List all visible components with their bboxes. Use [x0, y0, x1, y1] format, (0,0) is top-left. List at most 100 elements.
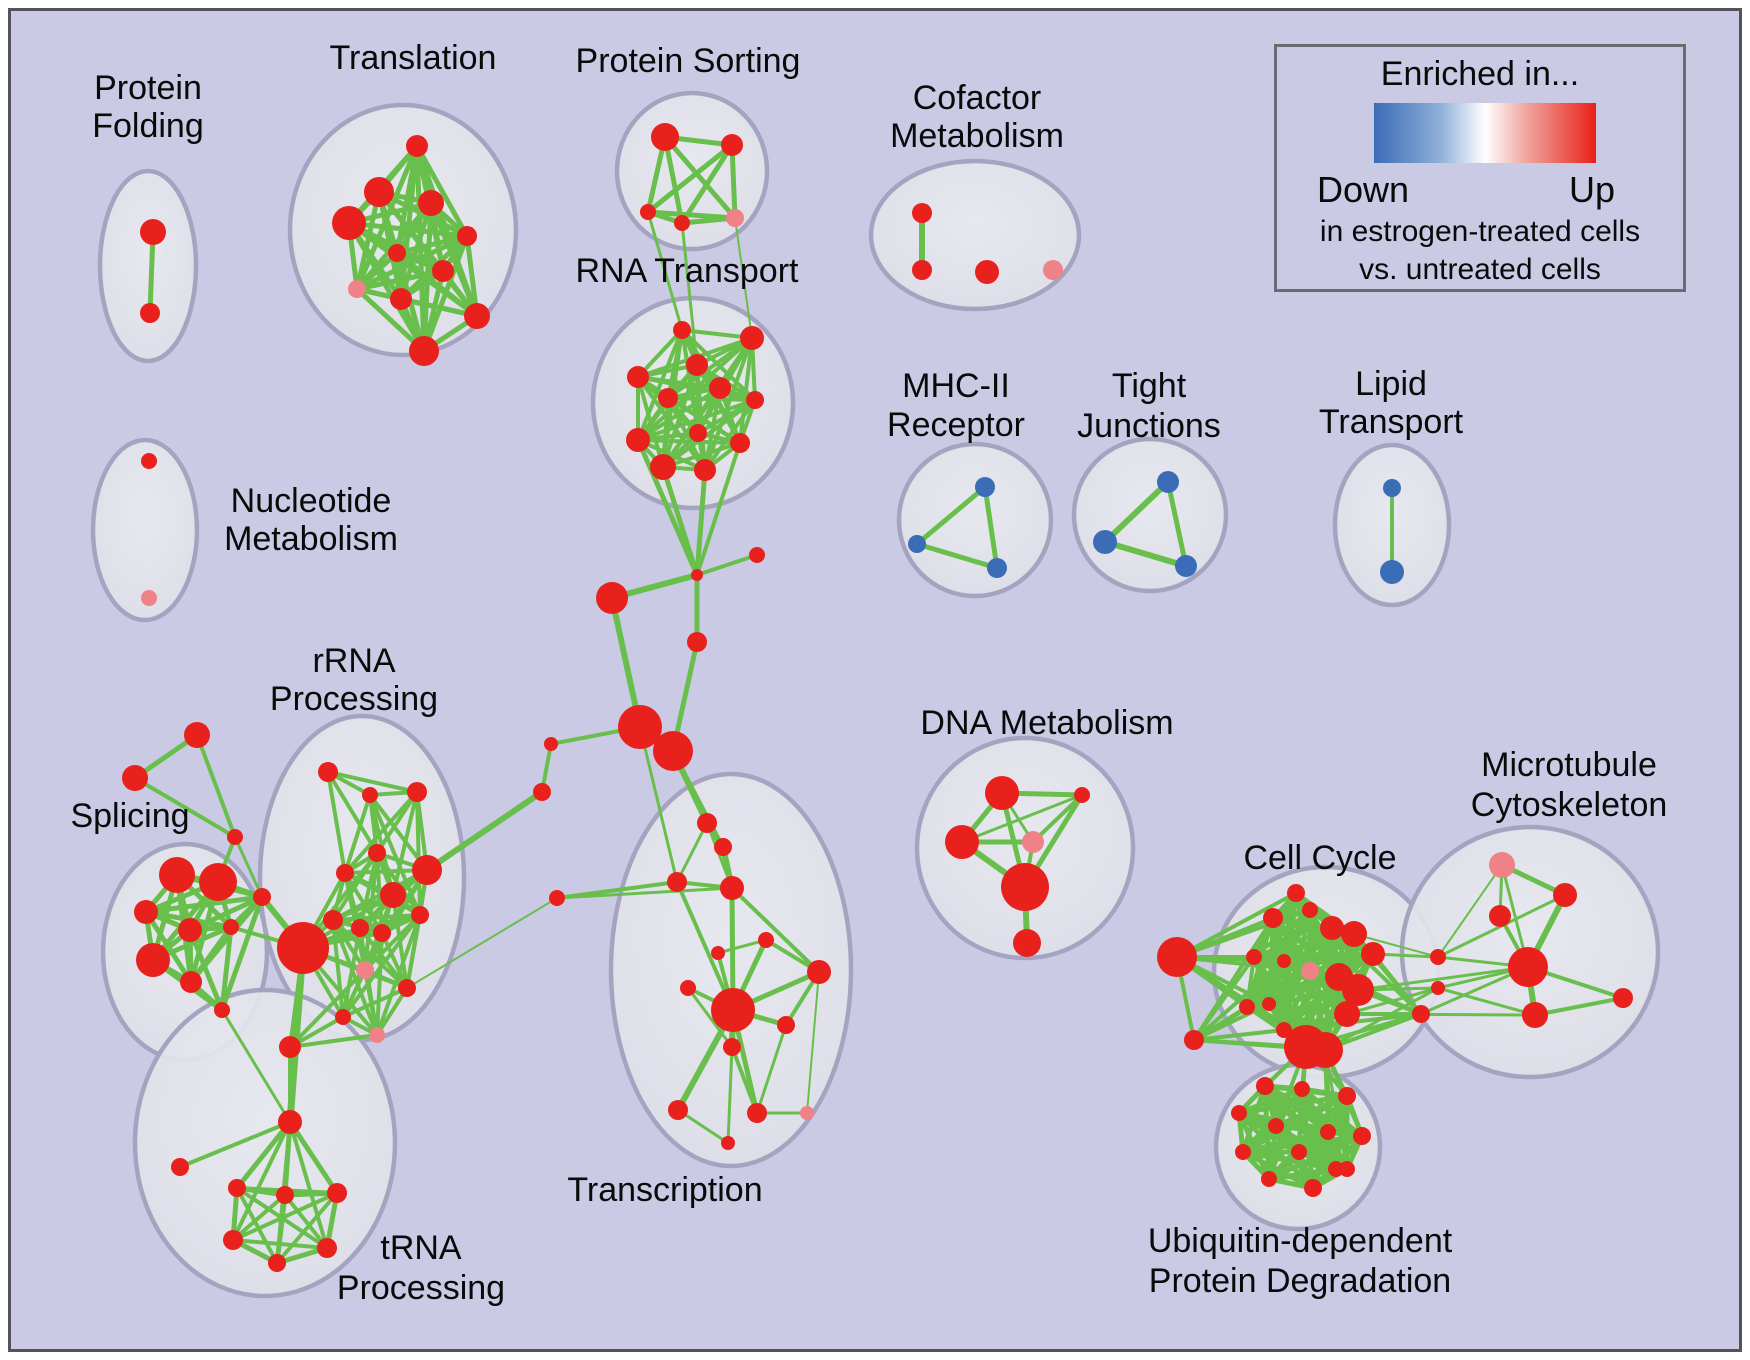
edge-connector: [660, 464, 700, 578]
node-tr-6: [807, 960, 831, 984]
node-dna-1: [1074, 787, 1090, 803]
legend-subtitle-line2: vs. untreated cells: [1359, 253, 1601, 286]
node-mt-2: [1489, 905, 1511, 927]
node-ps-1: [721, 134, 743, 156]
node-rt-9: [730, 433, 750, 453]
edge-dna: [960, 793, 1084, 844]
node-tj-2: [1175, 555, 1197, 577]
edge-connector: [555, 880, 679, 900]
edge-tl: [428, 200, 480, 319]
node-ub-7: [1235, 1144, 1251, 1160]
node-tl-6: [432, 260, 454, 282]
edge-tl: [354, 189, 382, 292]
edge-connector: [695, 553, 759, 577]
node-rt-2: [686, 354, 708, 376]
node-rt-3: [627, 366, 649, 388]
edge-tl: [346, 220, 427, 354]
cluster-cf-label: Metabolism: [890, 117, 1064, 155]
node-cf-0: [912, 203, 932, 223]
edge-cc: [1245, 891, 1298, 1009]
edge-connector: [1323, 1048, 1349, 1171]
edge-rt: [666, 396, 757, 402]
node-ub-8: [1291, 1144, 1307, 1160]
node-dna-0: [985, 776, 1019, 810]
node-ub-11: [1304, 1179, 1322, 1197]
edge-connector: [406, 897, 558, 989]
edge-connector: [609, 595, 643, 730]
node-tr-5: [711, 946, 725, 960]
edge-connector: [133, 776, 237, 839]
node-rt-10: [650, 454, 676, 480]
node-connector-9: [544, 737, 558, 751]
cluster-pf-label: Folding: [92, 107, 204, 145]
edge-connector: [1345, 986, 1440, 1016]
node-rr-1: [362, 787, 378, 803]
edge-rr: [343, 793, 372, 875]
legend-up-label: Up: [1569, 169, 1616, 210]
edge-cc: [1294, 891, 1312, 973]
node-cc-18: [1412, 1005, 1430, 1023]
node-tl-9: [464, 303, 490, 329]
edge-trna: [275, 1191, 339, 1265]
edge-trna: [231, 1238, 329, 1250]
edge-cc: [1192, 1028, 1286, 1042]
edge-connector: [233, 835, 264, 899]
cluster-cc-label: Cell Cycle: [1243, 839, 1396, 877]
cluster-tj-label: Tight: [1112, 367, 1187, 405]
node-ub-4: [1268, 1118, 1284, 1134]
edge-connector: [694, 467, 708, 578]
node-tr-13: [800, 1106, 814, 1120]
edge-tl: [394, 233, 470, 256]
edge-tl: [346, 220, 470, 239]
edge-cc: [1267, 1002, 1349, 1016]
edge-trna: [178, 1120, 292, 1169]
edge-connector: [555, 886, 734, 900]
edge-mt: [1436, 986, 1537, 1017]
edge-rt: [703, 336, 754, 472]
edge-connector: [635, 437, 700, 578]
node-sp-5: [136, 943, 170, 977]
edge-tr: [675, 821, 709, 884]
node-layer: [122, 123, 1633, 1272]
node-tr-11: [668, 1100, 688, 1120]
node-tr-4: [758, 932, 774, 948]
cluster-tj-label: Junctions: [1077, 407, 1221, 445]
node-mt-7: [1431, 981, 1445, 995]
cluster-tr-label: Transcription: [567, 1171, 762, 1209]
edge-tr: [675, 880, 735, 1012]
edge-mt: [1437, 864, 1503, 958]
edge-cc: [1175, 891, 1298, 959]
edge-sp: [187, 894, 265, 933]
edge-pf: [147, 229, 156, 316]
cluster-ub-label: Ubiquitin-dependent: [1148, 1222, 1453, 1260]
node-pf-0: [140, 219, 166, 245]
edge-connector: [638, 725, 679, 884]
edge-connector: [220, 1008, 292, 1124]
edge-connector: [646, 210, 684, 332]
edge-tr: [755, 1023, 788, 1115]
node-tr-2: [667, 872, 687, 892]
edge-tr: [730, 1045, 759, 1115]
node-tl-3: [332, 206, 366, 240]
node-trna-6: [268, 1254, 286, 1272]
node-ub-3: [1231, 1105, 1247, 1121]
edge-rr: [341, 986, 409, 1019]
cluster-lt-label: Lipid: [1355, 365, 1427, 403]
node-sp-4: [223, 919, 239, 935]
node-trna-5: [317, 1238, 337, 1258]
edge-rr: [341, 926, 362, 1019]
node-mt-4: [1522, 1002, 1548, 1028]
cluster-nm-label: Metabolism: [224, 520, 398, 558]
edge-sp: [219, 894, 265, 1013]
node-ps-0: [651, 123, 679, 151]
node-sp-2: [134, 900, 158, 924]
node-rt-6: [746, 391, 764, 409]
node-mt-5: [1613, 988, 1633, 1008]
legend-subtitle-line1: in estrogen-treated cells: [1319, 215, 1641, 248]
node-trna-3: [327, 1183, 347, 1203]
edge-connector: [1345, 1012, 1537, 1017]
cluster-tj-ellipse: [1071, 436, 1229, 594]
edge-tr: [716, 938, 768, 955]
